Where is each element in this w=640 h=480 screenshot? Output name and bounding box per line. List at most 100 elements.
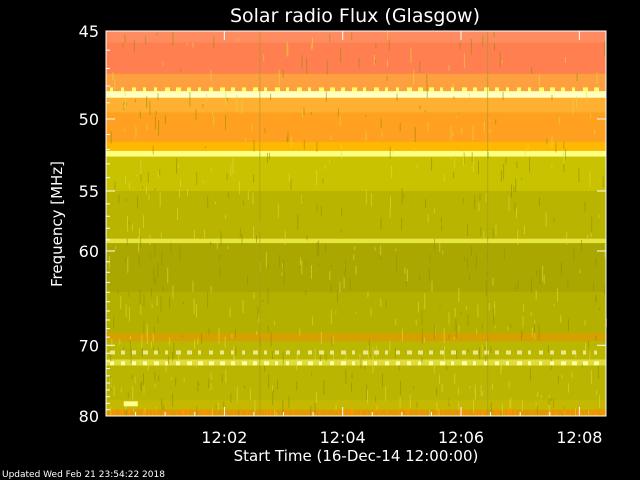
noise-streak [202,104,204,108]
interference-dash [495,361,499,366]
noise-streak [370,308,372,316]
burst-streak [550,410,552,416]
noise-streak [157,262,159,279]
noise-streak [424,110,426,113]
burst-streak [532,411,534,416]
noise-streak [297,214,299,230]
noise-streak [156,296,158,306]
noise-streak [146,186,147,195]
noise-streak [557,288,558,302]
noise-streak [351,373,353,379]
interference-dash [132,350,136,355]
noise-streak [521,400,523,412]
noise-streak [329,33,331,43]
noise-streak [267,325,269,333]
interference-dash [572,361,577,366]
noise-streak [578,167,580,183]
noise-streak [562,414,564,416]
noise-streak [539,269,541,285]
noise-streak [436,387,438,396]
noise-streak [251,123,253,132]
noise-streak [288,396,290,408]
noise-streak [110,376,112,391]
interference-dash [330,361,334,366]
noise-streak [249,388,251,400]
noise-streak [177,164,179,168]
noise-streak [135,125,137,138]
interference-dash [451,361,454,366]
noise-streak [325,354,327,362]
interference-dash [231,350,234,355]
burst-streak [509,407,511,416]
interference-dash [231,361,235,366]
noise-streak [134,99,136,103]
noise-streak [434,325,436,337]
noise-streak [296,352,298,366]
noise-streak [513,186,515,192]
noise-streak [138,255,140,266]
noise-streak [478,160,479,175]
noise-streak [590,113,592,119]
noise-streak [144,407,146,416]
interference-dash [264,87,267,92]
noise-streak [417,301,419,313]
burst-streak [504,409,506,416]
burst-streak [246,410,248,416]
burst-streak [465,409,467,416]
noise-streak [124,99,126,108]
burst-streak [264,408,266,416]
noise-streak [256,235,257,243]
noise-streak [531,67,533,74]
noise-streak [159,191,161,207]
noise-streak [339,115,341,126]
noise-streak [113,385,115,396]
noise-streak [196,303,197,318]
noise-streak [253,140,255,152]
noise-streak [161,398,163,405]
burst-streak [207,411,208,416]
noise-streak [236,386,238,402]
burst-streak [600,407,602,416]
noise-streak [272,392,274,405]
noise-streak [345,259,347,272]
noise-streak [340,229,342,233]
interference-dash [209,350,213,355]
noise-streak [454,155,456,168]
noise-streak [524,148,526,156]
noise-streak [114,79,116,90]
noise-streak [162,285,164,291]
noise-streak [438,374,440,384]
noise-streak [220,254,222,257]
noise-streak [538,324,540,341]
noise-streak [522,316,524,328]
noise-streak [341,207,343,217]
x-tick-label: 12:04 [320,428,366,447]
noise-streak [177,208,178,220]
noise-streak [132,386,134,400]
interference-dash [429,350,433,355]
noise-streak [161,402,163,411]
noise-streak [143,373,144,387]
burst-streak [286,407,288,416]
interference-dash [308,350,312,355]
plot-frame [105,30,607,417]
noise-streak [124,34,126,43]
burst-streak [350,408,352,416]
noise-streak [195,363,197,368]
noise-streak [337,108,339,117]
noise-streak [204,229,205,238]
noise-streak [267,287,269,304]
burst-streak [360,407,362,416]
noise-streak [463,152,465,164]
noise-streak [538,74,540,86]
interference-dash [176,361,180,366]
noise-streak [258,313,260,323]
noise-streak [494,301,496,316]
noise-streak [290,136,292,149]
noise-streak [247,190,249,200]
noise-streak [141,348,143,358]
noise-streak [433,324,435,340]
noise-streak [349,276,351,291]
noise-streak [355,265,357,275]
